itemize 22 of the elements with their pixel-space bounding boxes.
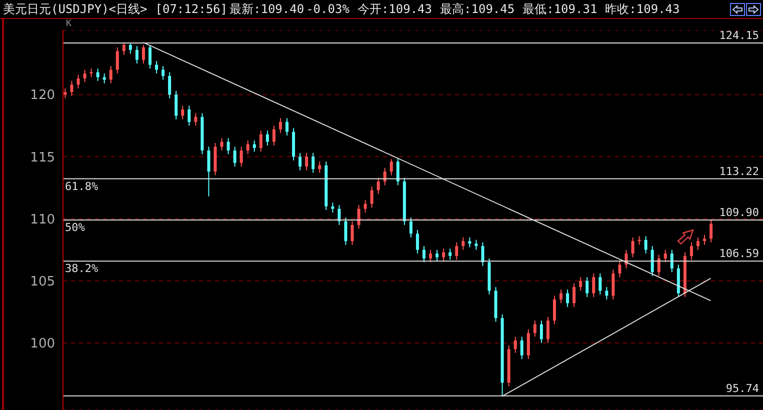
ref-line-label: 124.15 [719,29,759,42]
text: 最高:109.45 [440,2,515,16]
text: 今开:109.43 [357,2,432,16]
chart-subtitle: K [66,19,72,29]
text: 最低:109.31 [522,2,598,16]
annotation: 38.2% [65,262,98,276]
y-tick-label: 100 [30,336,55,352]
ref-line-label: 95.74 [726,382,760,395]
annotation: 61.8% [65,180,98,193]
y-tick-label: 120 [30,88,55,104]
text: [07:12:56] [155,2,228,16]
text: -0.03% [306,2,350,16]
ref-line-label: 106.59 [719,247,759,260]
chart-title: 美元日元(USDJPY)<日线> [3,2,148,16]
text: 昨收:109.43 [605,2,680,16]
annotation: 50% [65,221,85,234]
ref-line-label: 109.90 [719,206,759,219]
y-tick-label: 105 [30,274,55,290]
text: 最新:109.40 [230,2,304,16]
ref-line-label: 113.22 [719,164,759,178]
y-tick-label: 115 [30,150,55,166]
y-tick-label: 110 [30,212,55,228]
